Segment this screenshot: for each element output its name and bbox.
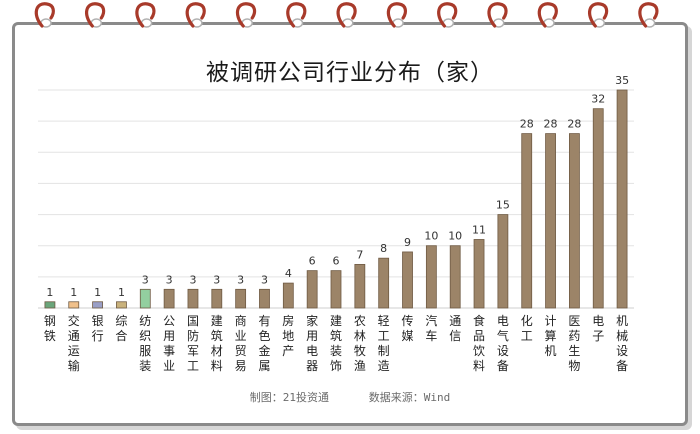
spiral-ring — [185, 2, 206, 28]
bar — [616, 89, 628, 309]
tick-label: 传媒 — [402, 313, 414, 343]
tick-label: 电气设备 — [497, 314, 509, 373]
spiral-ring — [386, 2, 408, 28]
bar — [44, 301, 56, 309]
data-label: 32 — [591, 93, 605, 106]
data-label: 3 — [166, 273, 173, 286]
tick-label: 商业贸易 — [235, 313, 247, 373]
bar — [306, 270, 318, 309]
spiral-ring — [638, 2, 659, 28]
tick-label: 农林牧渔 — [354, 314, 366, 373]
bar — [425, 245, 437, 309]
chart-footer: 制图：21投资通 数据来源：Wind — [0, 389, 700, 405]
bar — [378, 257, 390, 309]
spiral-ring — [437, 2, 458, 28]
data-label: 15 — [496, 199, 510, 212]
data-label: 4 — [285, 267, 292, 280]
tick-label: 化工 — [521, 314, 533, 343]
tick-label: 建筑材料 — [211, 314, 223, 373]
tick-label: 钢铁 — [44, 314, 56, 343]
bar — [259, 288, 270, 309]
data-label: 28 — [544, 118, 558, 131]
footer-source: 数据来源：Wind — [368, 391, 451, 404]
tick-label: 综合 — [115, 314, 127, 343]
data-label: 9 — [404, 236, 411, 249]
bar — [497, 214, 509, 309]
spiral-ring — [286, 2, 307, 28]
data-label: 7 — [356, 248, 363, 261]
bar — [521, 133, 533, 309]
bar — [282, 282, 294, 309]
data-label: 11 — [472, 223, 486, 236]
data-label: 3 — [213, 273, 220, 286]
bar — [473, 239, 485, 309]
bar — [449, 245, 461, 309]
spiral-ring — [336, 2, 357, 28]
tick-label: 纺织服装 — [139, 314, 151, 373]
tick-label: 银行 — [92, 314, 104, 343]
tick-label: 公用事业 — [163, 314, 175, 373]
tick-label: 家用电器 — [306, 313, 318, 373]
tick-label: 有色金属 — [258, 314, 270, 373]
bar — [330, 270, 342, 309]
spiral-ring — [84, 2, 106, 28]
data-label: 28 — [520, 118, 534, 131]
tick-label: 机械设备 — [616, 314, 628, 373]
spiral-binding — [34, 2, 659, 28]
data-label: 10 — [424, 230, 438, 243]
data-label: 1 — [94, 286, 101, 299]
bar — [592, 108, 604, 309]
tick-label: 食品饮料 — [473, 313, 485, 373]
tick-label: 交通运输 — [68, 313, 80, 373]
tick-label: 通信 — [449, 314, 461, 343]
bar — [354, 263, 366, 309]
data-label: 6 — [309, 255, 316, 268]
tick-label: 医药生物 — [568, 314, 580, 373]
tick-label: 房地产 — [282, 313, 294, 358]
bar — [139, 288, 151, 309]
data-label: 8 — [380, 242, 387, 255]
tick-label: 国防军工 — [187, 314, 199, 373]
bar — [68, 301, 80, 309]
chart-title: 被调研公司行业分布（家） — [206, 60, 494, 86]
spiral-ring — [235, 2, 257, 28]
tick-label: 轻工制造 — [378, 314, 390, 373]
bar — [545, 133, 556, 309]
tick-label: 电子 — [592, 314, 604, 343]
data-label: 10 — [448, 230, 462, 243]
bar — [402, 251, 413, 309]
spiral-ring — [587, 2, 609, 28]
tick-label: 建筑装饰 — [330, 314, 342, 373]
bar — [211, 288, 223, 309]
spiral-ring — [537, 2, 558, 28]
footer-maker: 制图：21投资通 — [249, 391, 329, 404]
data-label: 35 — [615, 74, 629, 87]
data-label: 3 — [237, 273, 244, 286]
bar — [235, 288, 247, 309]
spiral-ring — [487, 2, 508, 28]
data-label: 3 — [189, 273, 196, 286]
spiral-ring — [135, 2, 156, 28]
bar — [569, 133, 580, 309]
data-label: 3 — [261, 273, 268, 286]
spiral-ring — [34, 2, 55, 28]
data-label: 1 — [46, 286, 53, 299]
data-label: 1 — [118, 286, 125, 299]
bar — [163, 288, 175, 309]
data-label: 3 — [142, 273, 149, 286]
tick-label: 计算机 — [545, 314, 557, 358]
bar — [92, 301, 103, 309]
data-label: 6 — [333, 255, 340, 268]
data-label: 28 — [567, 118, 581, 131]
bar — [187, 288, 199, 309]
tick-label: 汽车 — [425, 313, 437, 343]
data-label: 1 — [70, 286, 77, 299]
bar — [116, 301, 127, 309]
